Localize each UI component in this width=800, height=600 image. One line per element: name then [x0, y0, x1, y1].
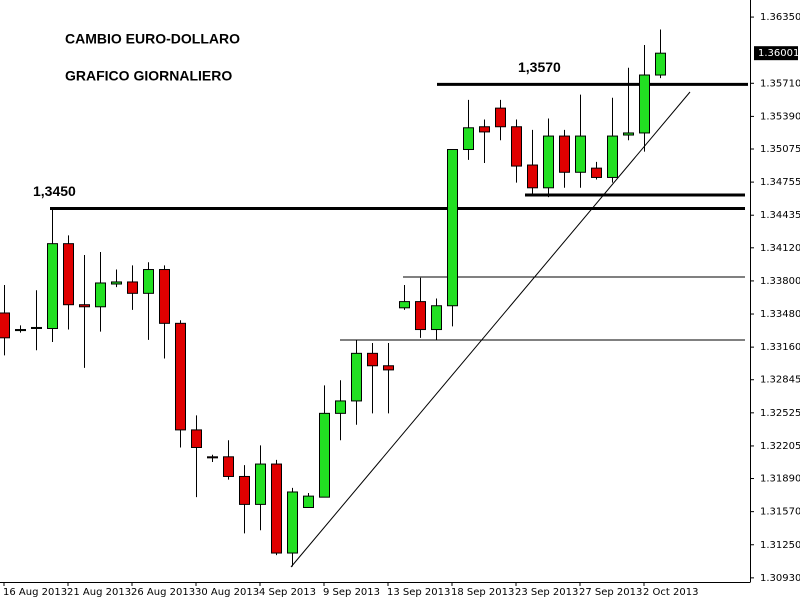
- last-price-label: 1.36001: [758, 48, 799, 59]
- y-tick-label: 1.33160: [760, 342, 800, 353]
- candle-body: [495, 107, 506, 128]
- candle-body: [415, 301, 426, 331]
- candle-body: [559, 135, 570, 173]
- candle-body: [335, 400, 346, 414]
- candle-body: [15, 329, 26, 332]
- candle-body: [207, 456, 218, 459]
- x-tick-label: 16 Aug 2013: [3, 587, 67, 598]
- candle-body: [607, 135, 618, 178]
- candle-body: [63, 243, 74, 306]
- x-tick-label: 2 Oct 2013: [643, 587, 698, 598]
- candle-body: [47, 243, 58, 330]
- candle-body: [79, 304, 90, 308]
- chart-subtitle: GRAFICO GIORNALIERO: [65, 68, 232, 84]
- x-tick-label: 4 Sep 2013: [259, 587, 316, 598]
- candle-body: [479, 126, 490, 133]
- y-tick-label: 1.34435: [760, 210, 800, 221]
- last-price-box: [754, 46, 798, 61]
- candle-body: [31, 326, 42, 330]
- candle-body: [159, 269, 170, 324]
- candle-body: [447, 149, 458, 307]
- x-tick-label: 27 Sep 2013: [579, 587, 642, 598]
- y-tick-label: 1.32205: [760, 441, 800, 452]
- candle-body: [239, 475, 250, 505]
- y-tick-label: 1.33800: [760, 276, 800, 287]
- candle-body: [639, 74, 650, 134]
- candle-body: [223, 456, 234, 477]
- candle-body: [527, 164, 538, 189]
- candle-body: [575, 135, 586, 173]
- y-tick-label: 1.31570: [760, 507, 800, 518]
- level-label: 1,3570: [518, 59, 561, 75]
- candle-body: [543, 135, 554, 189]
- candle-body: [463, 127, 474, 151]
- candle-body: [431, 305, 442, 331]
- candle-body: [111, 281, 122, 285]
- x-tick-label: 26 Aug 2013: [131, 587, 195, 598]
- candle-body: [143, 269, 154, 294]
- candle-body: [0, 312, 10, 339]
- candle-body: [367, 352, 378, 367]
- y-tick-label: 1.34120: [760, 243, 800, 254]
- candle-body: [319, 412, 330, 498]
- x-tick-label: 18 Sep 2013: [451, 587, 514, 598]
- candle-body: [511, 126, 522, 167]
- level-label: 1,3450: [33, 183, 76, 199]
- y-tick-label: 1.30930: [760, 573, 800, 584]
- candle-body: [383, 365, 394, 371]
- candle-body: [271, 463, 282, 554]
- x-tick-label: 21 Aug 2013: [67, 587, 131, 598]
- y-tick-label: 1.33480: [760, 309, 800, 320]
- candle-body: [591, 167, 602, 178]
- candle-body: [399, 301, 410, 309]
- y-tick-label: 1.32525: [760, 408, 800, 419]
- y-tick-label: 1.35390: [760, 111, 800, 122]
- x-tick-label: 9 Sep 2013: [323, 587, 380, 598]
- candle-body: [303, 495, 314, 509]
- x-tick-label: 23 Sep 2013: [515, 587, 578, 598]
- y-tick-label: 1.35710: [760, 78, 800, 89]
- candle-body: [287, 491, 298, 554]
- y-tick-label: 1.35075: [760, 144, 800, 155]
- candle-body: [255, 463, 266, 505]
- candle-body: [351, 352, 362, 402]
- y-tick-label: 1.34755: [760, 177, 800, 188]
- y-tick-label: 1.31890: [760, 474, 800, 485]
- y-tick-label: 1.32845: [760, 375, 800, 386]
- trend-line: [290, 91, 691, 568]
- candle-body: [623, 132, 634, 136]
- chart-title: CAMBIO EURO-DOLLARO: [65, 31, 240, 47]
- y-tick-label: 1.36350: [760, 12, 800, 23]
- y-tick-label: 1.31250: [760, 540, 800, 551]
- x-tick-label: 30 Aug 2013: [195, 587, 259, 598]
- candle-body: [127, 281, 138, 294]
- candle-body: [175, 322, 186, 431]
- candle-body: [95, 282, 106, 308]
- candle-body: [655, 52, 666, 76]
- x-tick-label: 13 Sep 2013: [387, 587, 450, 598]
- candle-body: [191, 429, 202, 448]
